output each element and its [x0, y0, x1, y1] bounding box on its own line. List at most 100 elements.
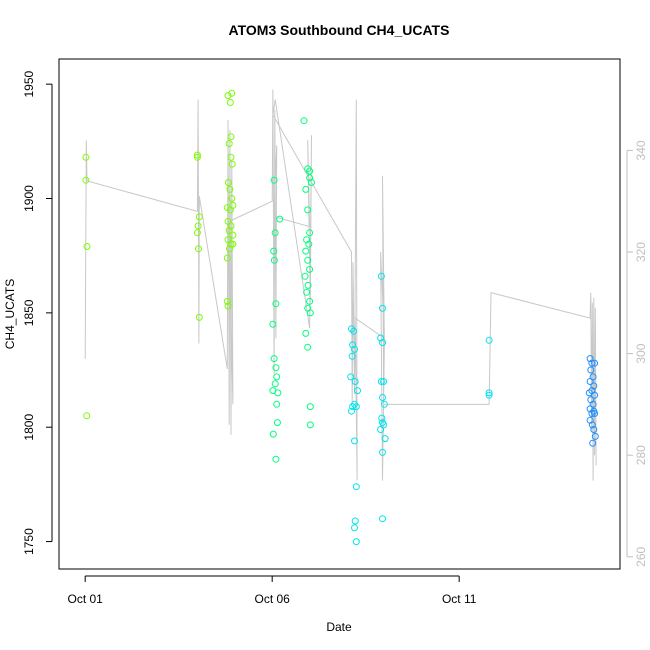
data-point: [224, 302, 232, 310]
data-point: [304, 343, 312, 351]
data-point: [229, 201, 237, 209]
x-tick-label: Oct 11: [442, 592, 477, 606]
data-point: [352, 538, 360, 546]
data-point: [352, 403, 360, 411]
data-point: [591, 391, 599, 399]
y-axis: 1750 1800 1850 1900 1950: [22, 70, 53, 555]
data-point: [226, 99, 234, 106]
data-point: [349, 341, 357, 349]
data-point: [304, 256, 312, 264]
secondary-series-line: [84, 89, 597, 481]
data-point: [590, 382, 598, 390]
data-point: [306, 265, 314, 273]
data-point: [223, 254, 231, 262]
data-point: [351, 400, 358, 408]
data-point: [586, 405, 594, 413]
data-point: [227, 153, 235, 161]
data-point: [224, 179, 232, 186]
secondary-y-tick-label: 340: [634, 140, 648, 160]
data-point: [350, 327, 358, 335]
plot-frame: [58, 58, 621, 570]
data-point: [351, 517, 359, 525]
data-point: [228, 195, 236, 202]
data-point: [271, 380, 279, 388]
data-point: [302, 247, 310, 255]
data-point: [587, 366, 595, 374]
points-layer: [82, 89, 599, 546]
data-point: [273, 419, 281, 427]
data-point: [306, 229, 314, 237]
data-point: [224, 92, 232, 100]
data-point: [306, 421, 314, 429]
data-point: [273, 373, 281, 381]
data-point: [589, 439, 597, 447]
data-point: [586, 355, 594, 363]
data-point: [348, 325, 355, 333]
data-point: [348, 352, 356, 360]
secondary-y-tick-label: 260: [634, 546, 648, 566]
y-tick-label: 1800: [22, 414, 36, 441]
data-point: [588, 359, 596, 367]
data-point: [272, 455, 280, 463]
data-point: [354, 387, 361, 395]
data-point: [379, 448, 386, 456]
data-point: [485, 336, 493, 344]
data-point: [308, 179, 315, 186]
data-point: [304, 165, 312, 173]
data-point: [377, 334, 385, 342]
data-point: [304, 281, 312, 289]
data-point: [348, 407, 355, 415]
y-tick-label: 1750: [22, 528, 36, 555]
data-point: [225, 140, 233, 148]
data-point: [379, 304, 386, 312]
data-point: [226, 206, 234, 214]
x-tick-label: Oct 06: [255, 592, 291, 606]
data-point: [272, 300, 280, 308]
data-point: [83, 412, 91, 420]
data-point: [83, 243, 91, 250]
y-axis-label: CH4_UCATS: [3, 279, 17, 349]
data-point: [227, 133, 235, 141]
data-point: [194, 222, 202, 230]
data-point: [225, 227, 233, 234]
secondary-y-tick-label: 300: [634, 343, 648, 363]
data-point: [351, 378, 359, 385]
data-point: [591, 410, 599, 417]
data-point: [229, 231, 237, 239]
data-point: [303, 288, 311, 296]
x-axis-label: Date: [326, 620, 352, 634]
data-point: [588, 421, 596, 429]
data-point: [193, 229, 201, 237]
data-point: [381, 435, 389, 443]
data-point: [485, 391, 493, 399]
data-point: [300, 117, 308, 125]
data-point: [378, 414, 386, 422]
data-point: [306, 174, 314, 182]
y-tick-label: 1900: [22, 185, 36, 212]
data-point: [302, 329, 310, 337]
data-point: [377, 426, 385, 433]
data-point: [270, 176, 278, 184]
y-tick-label: 1850: [22, 299, 36, 326]
data-point: [306, 403, 314, 411]
data-point: [590, 426, 598, 433]
data-point: [377, 378, 385, 385]
data-point: [270, 247, 278, 255]
data-point: [274, 389, 282, 397]
data-point: [270, 355, 278, 363]
y-tick-label: 1950: [22, 70, 36, 97]
data-point: [269, 430, 277, 438]
data-point: [304, 206, 312, 214]
data-point: [591, 432, 599, 440]
data-point: [276, 215, 284, 223]
data-point: [352, 483, 360, 491]
data-point: [306, 309, 314, 317]
data-point: [351, 437, 358, 445]
data-point: [273, 400, 281, 408]
data-point: [351, 345, 358, 353]
x-axis: Oct 01 Oct 06 Oct 11: [68, 575, 477, 606]
data-point: [82, 153, 90, 161]
secondary-y-tick-label: 320: [634, 242, 648, 262]
data-point: [226, 245, 233, 253]
